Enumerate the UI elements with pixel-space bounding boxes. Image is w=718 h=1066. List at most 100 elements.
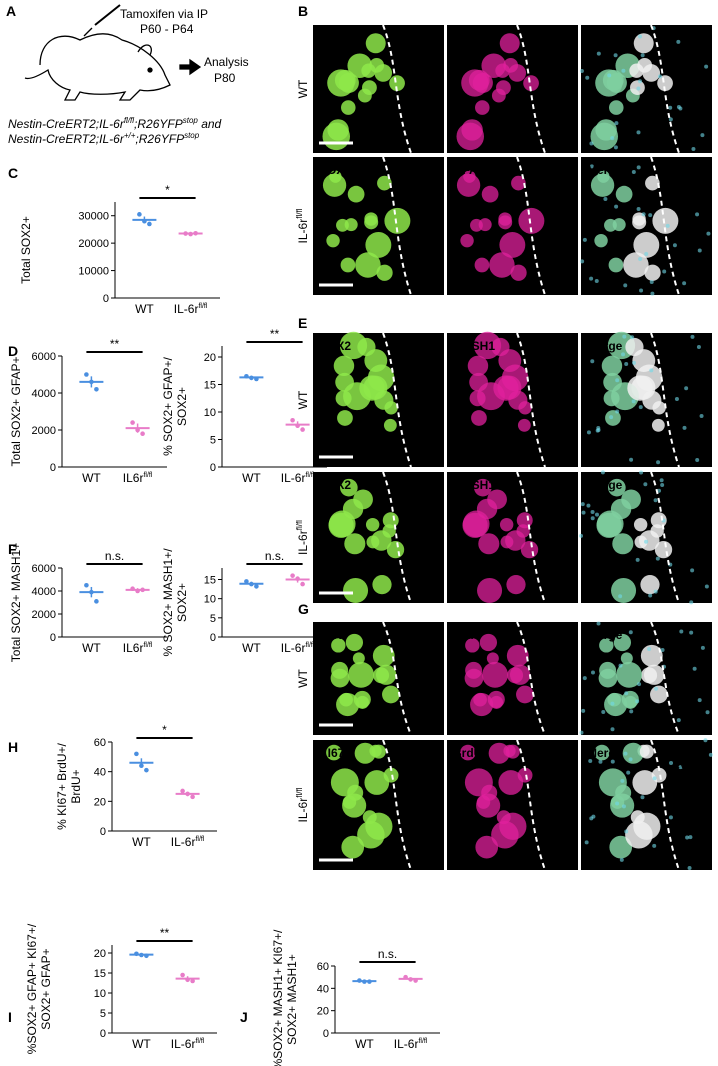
cell [601,355,623,377]
x-tick-label: IL6rfl/fl [123,471,153,485]
genotype-superscript: +/+ [124,131,136,140]
nucleus [585,75,590,80]
nucleus [697,248,702,253]
region-label: LV [673,757,687,771]
y-tick-label: 15 [204,575,216,587]
nucleus [579,69,584,74]
cell [620,652,633,665]
genotype-text: and [198,117,222,131]
nucleus [636,130,641,135]
y-tick-label: 0 [210,462,216,474]
data-point [249,581,254,587]
nucleus [657,74,662,79]
column-label: SOX2 [319,31,351,45]
data-point [139,763,144,769]
row-label-text: WT [296,79,310,98]
cell [640,575,660,595]
region-label: LV [405,42,419,56]
cell [348,661,374,688]
y-tick-label: 20 [317,1006,329,1018]
genotype-text: ;R26YFP [135,132,184,146]
cell [625,821,653,849]
cell [478,218,492,232]
y-axis-label: BrdU+ [69,769,83,803]
nucleus [629,709,634,714]
nucleus [615,801,620,806]
ventricle-border [650,621,680,736]
cell [599,638,614,653]
cell [603,372,622,392]
x-tick-label: IL-6rfl/fl [171,835,205,849]
cell [642,64,661,82]
injection-days: P60 - P64 [140,22,194,36]
nucleus [598,759,603,764]
data-point [300,427,305,432]
nucleus [684,386,689,391]
region-label: LV [539,757,553,771]
column-label: SOX2 [319,339,351,353]
cell [345,633,364,652]
significance: * [162,723,167,737]
nucleus [674,396,679,401]
significance: n.s. [378,947,397,961]
cell [366,535,380,549]
cell [615,185,633,203]
nucleus [704,584,709,589]
y-tick-label: 20000 [78,238,109,250]
mouse-schematic [24,4,202,101]
y-tick-label: 0 [50,462,56,474]
data-point [403,974,408,980]
cell [335,390,352,407]
cell [361,63,376,78]
y-axis-label: SOX2+ [175,387,189,426]
cell [463,170,476,183]
nucleus [639,470,644,475]
data-point [134,751,139,757]
nucleus [704,64,709,69]
panel-letter: F [8,541,17,557]
cell [347,784,364,801]
cell [354,742,376,764]
nucleus [610,136,615,141]
row-label: WT [296,79,310,98]
region-label: LV [673,42,687,56]
y-tick-label: 0 [100,1028,106,1040]
cell [632,215,647,230]
region-label: LV [673,350,687,364]
nucleus [703,738,708,743]
nucleus [691,146,696,151]
panel-letter: D [8,343,18,359]
genotype-text: Nestin-CreERT2;IL-6r [8,132,125,146]
cell [383,418,397,432]
ventricle-border [650,471,680,604]
cell [347,185,365,203]
region-label: LV [673,639,687,653]
y-tick-label: 2000 [32,609,56,621]
nucleus [644,251,649,256]
region-label: LV [673,489,687,503]
data-point [94,387,99,392]
nucleus [586,503,591,508]
nucleus [695,458,700,463]
nucleus [580,259,585,264]
cell [590,122,619,151]
y-tick-label: 6000 [32,351,56,363]
y-tick-label: 4000 [32,586,56,598]
cell [374,64,393,82]
nucleus [669,760,674,765]
y-tick-label: 10 [94,988,106,1000]
y-tick-label: 10 [204,594,216,606]
cell [322,122,351,151]
nucleus [594,279,599,284]
nucleus [580,502,585,507]
cell [353,690,371,708]
data-point [408,977,413,982]
nucleus [581,708,586,713]
data-point [89,379,94,385]
cell [326,233,340,248]
nucleus [596,51,601,56]
nucleus [690,568,695,573]
nucleus [638,256,643,261]
genotype-superscript: stop [183,116,199,125]
cell [357,337,376,357]
